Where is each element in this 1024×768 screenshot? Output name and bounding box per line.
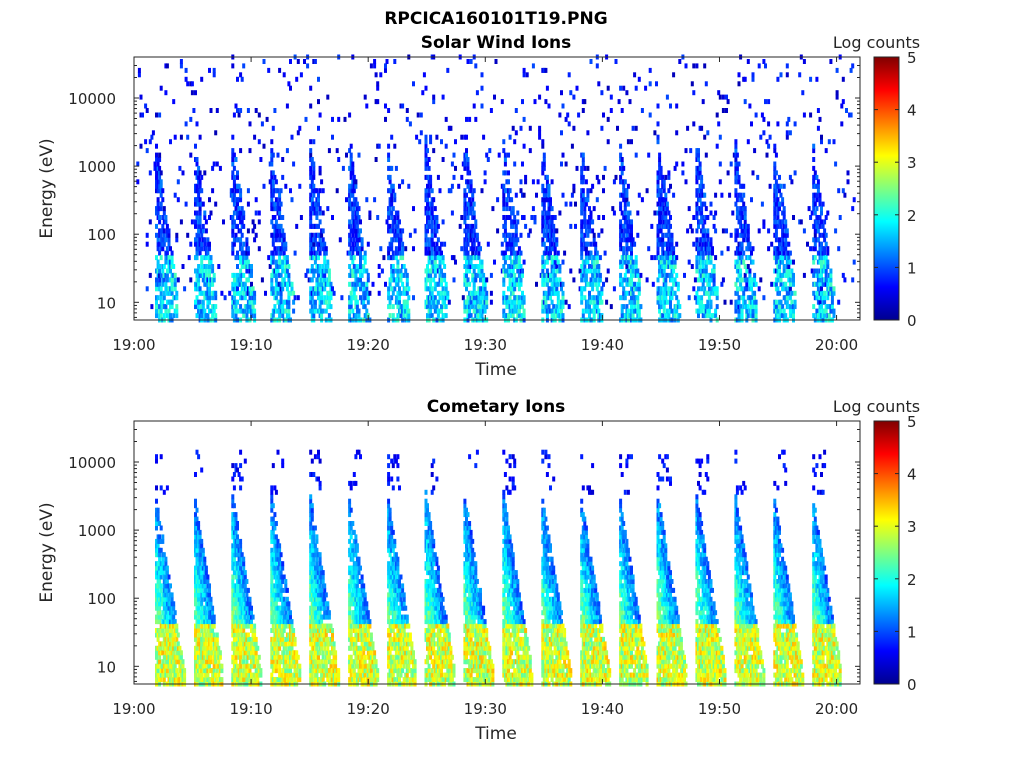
x-tick-label: 19:20 <box>347 700 390 718</box>
y-axis: 10 100 1000 10000 <box>68 420 860 682</box>
colorbar-tick-label: 3 <box>907 518 917 536</box>
x-tick-label: 19:40 <box>581 336 624 354</box>
y-tick-label: 10000 <box>68 454 116 472</box>
axes-frame <box>133 420 861 685</box>
x-tick-label: 19:30 <box>464 336 507 354</box>
heatmap-cells <box>155 449 842 687</box>
x-tick-label: 19:30 <box>464 700 507 718</box>
x-tick-label: 20:00 <box>815 336 858 354</box>
y-tick-label: 10000 <box>68 90 116 108</box>
colorbar-tick-label: 4 <box>907 102 917 120</box>
x-axis-label: Time <box>474 724 517 744</box>
y-axis: 10 100 1000 10000 <box>68 56 860 318</box>
x-axis: 19:00 19:10 19:20 19:30 19:40 19:50 20:00 <box>112 421 858 718</box>
y-tick-label: 10 <box>97 294 116 312</box>
colorbar-tick-label: 1 <box>907 623 917 641</box>
y-tick-label: 100 <box>87 590 116 608</box>
x-tick-label: 20:00 <box>815 700 858 718</box>
x-tick-label: 19:50 <box>698 700 741 718</box>
panel-title: Cometary Ions <box>427 397 566 417</box>
y-axis-label: Energy (eV) <box>37 138 57 238</box>
colorbar-tick-label: 0 <box>907 676 917 694</box>
colorbar-label: Log counts <box>833 397 920 416</box>
heatmap-cells <box>136 54 856 323</box>
colorbar-tick-label: 5 <box>907 49 917 67</box>
x-tick-label: 19:00 <box>112 336 155 354</box>
x-tick-label: 19:00 <box>112 700 155 718</box>
axes-frame <box>133 56 861 321</box>
colorbar-tick-label: 0 <box>907 312 917 330</box>
x-tick-label: 19:40 <box>581 700 624 718</box>
x-axis: 19:00 19:10 19:20 19:30 19:40 19:50 20:00 <box>112 57 858 354</box>
colorbar-tick-label: 5 <box>907 413 917 431</box>
colorbar-tick-label: 4 <box>907 466 917 484</box>
panel-title: Solar Wind Ions <box>421 33 572 53</box>
y-tick-label: 10 <box>97 658 116 676</box>
colorbar-tick-label: 3 <box>907 154 917 172</box>
y-tick-label: 1000 <box>78 158 116 176</box>
colorbar-tick-label: 2 <box>907 571 917 589</box>
y-tick-label: 1000 <box>78 522 116 540</box>
colorbar-tick-label: 1 <box>907 259 917 277</box>
y-tick-label: 100 <box>87 226 116 244</box>
figure-filename: RPCICA160101T19.PNG <box>384 9 607 29</box>
x-axis-label: Time <box>474 360 517 380</box>
x-tick-label: 19:50 <box>698 336 741 354</box>
y-axis-label: Energy (eV) <box>37 502 57 602</box>
colorbar-tick-label: 2 <box>907 207 917 225</box>
colorbar-label: Log counts <box>833 33 920 52</box>
x-tick-label: 19:10 <box>229 336 272 354</box>
x-tick-label: 19:20 <box>347 336 390 354</box>
x-tick-label: 19:10 <box>229 700 272 718</box>
